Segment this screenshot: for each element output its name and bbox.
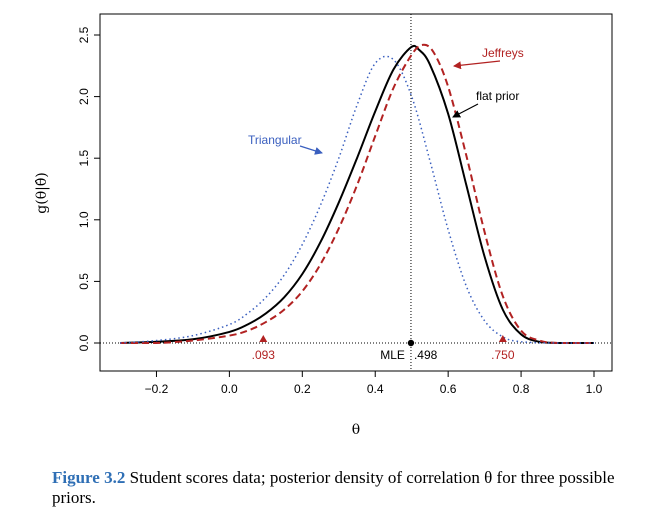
triangular-curve (119, 55, 594, 344)
x-tick-label: 0.6 (440, 382, 457, 396)
x-axis: −0.2 0.0 0.2 0.4 0.6 0.8 1.0 (145, 371, 603, 396)
mle-point (407, 339, 415, 347)
x-tick-label: 0.0 (221, 382, 238, 396)
triangular-arrow (299, 145, 323, 155)
jeffreys-annotation: Jeffreys (482, 46, 524, 60)
x-tick-label: 0.2 (294, 382, 311, 396)
y-tick-label: 2.5 (77, 26, 91, 43)
jeffreys-arrow (453, 60, 501, 70)
flat-prior-arrow (452, 103, 479, 118)
interval-marker-upper (498, 335, 507, 342)
y-tick-label: 0.5 (77, 273, 91, 290)
interval-marker-lower (259, 335, 268, 342)
y-axis-title: g(θ|θ̂) (34, 172, 50, 213)
jeffreys-curve (120, 43, 594, 344)
x-tick-label: 0.8 (513, 382, 530, 396)
interval-label-upper: .750 (491, 348, 515, 362)
y-tick-label: 1.0 (77, 211, 91, 228)
plot-frame (99, 13, 613, 372)
mle-value-label: .498 (414, 348, 438, 362)
y-tick-label: 0.0 (77, 334, 91, 351)
caption-text: Student scores data; posterior density o… (52, 468, 615, 507)
triangular-annotation: Triangular (248, 133, 302, 147)
figure-caption: Figure 3.2 Student scores data; posterio… (52, 468, 622, 508)
flat-prior-curve (119, 44, 594, 344)
y-tick-label: 2.0 (77, 88, 91, 105)
posterior-density-chart: −0.2 0.0 0.2 0.4 0.6 0.8 1.0 0.0 0.5 1.0 1.5 2.0 2.… (34, 13, 613, 438)
y-tick-label: 1.5 (77, 150, 91, 167)
x-tick-label: −0.2 (145, 382, 169, 396)
x-axis-title: θ (352, 422, 360, 438)
mle-label: MLE (380, 348, 405, 362)
y-axis: 0.0 0.5 1.0 1.5 2.0 2.5 (77, 26, 100, 351)
figure-label: Figure 3.2 (52, 468, 126, 487)
flat-prior-annotation: flat prior (476, 89, 519, 103)
x-tick-label: 0.4 (367, 382, 384, 396)
x-tick-label: 1.0 (586, 382, 603, 396)
interval-label-lower: .093 (252, 348, 276, 362)
